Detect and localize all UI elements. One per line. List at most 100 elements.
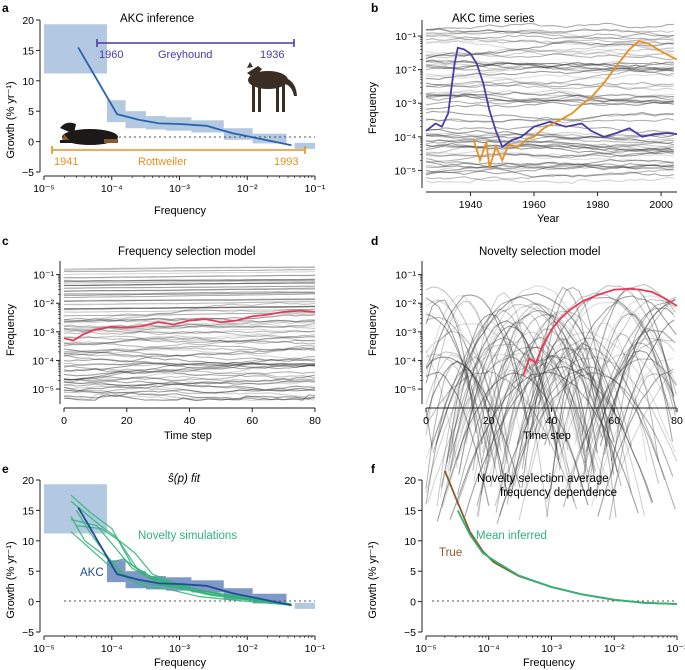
background-series — [440, 337, 562, 488]
background-series — [425, 157, 674, 171]
panel-title-a: AKC inference — [120, 13, 194, 25]
background-series — [63, 292, 315, 296]
background-series — [565, 338, 673, 491]
background-series — [425, 295, 509, 442]
ylabel-a: Growth (% yr⁻¹) — [5, 81, 17, 158]
background-series — [425, 143, 674, 154]
y-tick-label-a: −5 — [22, 167, 34, 179]
inference-bin — [252, 133, 287, 144]
highlight-series-d — [522, 287, 678, 376]
background-series — [64, 300, 316, 306]
background-series — [436, 356, 513, 507]
novelty-simulation-line — [76, 524, 292, 606]
background-series — [496, 372, 674, 524]
background-series — [425, 34, 674, 45]
background-series — [425, 353, 584, 488]
background-series — [456, 346, 597, 495]
background-series — [425, 48, 674, 59]
background-series — [435, 292, 626, 444]
background-series — [425, 167, 674, 178]
background-series — [476, 355, 622, 507]
background-series — [425, 59, 674, 72]
panel-label-c: c — [2, 234, 9, 248]
background-series — [425, 93, 674, 103]
background-series — [63, 375, 316, 384]
background-series — [425, 370, 578, 510]
background-series — [447, 321, 531, 473]
background-series — [425, 28, 674, 38]
panel-d: d Novelty selection model 0 20 40 60 80 10⁻⁵ 1… — [367, 234, 683, 524]
background-series — [550, 342, 615, 491]
background-series — [476, 366, 572, 517]
x-tick-label-c: 40 — [184, 415, 196, 427]
background-series — [63, 291, 315, 295]
background-series — [425, 110, 674, 122]
x-tick-label-a: 10⁻² — [237, 183, 258, 195]
background-series — [494, 356, 678, 507]
background-series — [530, 286, 595, 438]
background-series — [595, 350, 673, 498]
panel-e: e ŝ(p) fit Novelty simulations AKC 10⁻⁵ 1… — [2, 462, 326, 669]
background-series — [425, 33, 674, 41]
panel-a: a AKC inference 1960 Greyhound 1936 1941… — [2, 1, 326, 217]
panel-title-e: ŝ(p) fit — [168, 473, 201, 485]
x-tick-label-c: 80 — [309, 415, 321, 427]
y-tick-label-f: 15 — [404, 505, 416, 517]
background-series — [63, 306, 316, 310]
panel-label-d: d — [371, 234, 378, 248]
background-series — [593, 296, 677, 440]
y-tick-label-f: 20 — [404, 475, 416, 487]
background-series — [599, 297, 676, 438]
background-series — [425, 131, 674, 140]
panel-title-c: Frequency selection model — [118, 246, 255, 258]
panel-label-a: a — [2, 1, 9, 15]
background-series — [425, 149, 674, 158]
inference-bin — [252, 593, 287, 604]
background-series — [425, 294, 527, 421]
background-series — [579, 337, 675, 488]
panel-b-background-series — [425, 22, 674, 185]
background-series — [63, 378, 316, 385]
background-series — [63, 328, 316, 338]
x-tick-label-f: 10⁻¹ — [667, 643, 685, 655]
background-series — [425, 323, 571, 475]
background-series — [425, 30, 674, 45]
background-series — [580, 298, 677, 449]
background-series — [448, 308, 551, 459]
background-series — [425, 297, 484, 445]
background-series — [425, 65, 674, 80]
background-series — [63, 318, 315, 328]
background-series — [482, 303, 590, 454]
y-tick-label-d: 10⁻³ — [395, 327, 416, 339]
background-series — [591, 357, 674, 507]
y-tick-label-a: 5 — [28, 106, 34, 118]
background-series — [63, 317, 316, 323]
background-series — [486, 306, 582, 457]
background-series — [63, 364, 316, 377]
background-series — [425, 98, 674, 106]
background-series — [425, 73, 674, 80]
background-series — [63, 348, 316, 363]
background-series — [425, 150, 674, 163]
panel-f-axes: 10⁻⁵ 10⁻⁴ 10⁻³ 10⁻² 10⁻¹ −5 0 5 10 15 20 — [404, 475, 685, 655]
panel-d-background-series — [425, 283, 678, 524]
panel-b: b AKC time series 1940 1960 1980 2000 10⁻⁵ 10… — [367, 1, 678, 225]
x-tick-label-f: 10⁻⁵ — [415, 643, 437, 655]
background-series — [425, 316, 502, 452]
background-series — [63, 301, 316, 324]
background-series — [425, 134, 674, 147]
background-series — [63, 362, 316, 372]
rottweiler-illustration — [60, 122, 118, 145]
y-tick-label-a: 0 — [28, 137, 34, 149]
background-series — [610, 370, 675, 497]
background-series — [63, 268, 316, 273]
background-series — [425, 330, 509, 464]
y-tick-label-d: 10⁻² — [395, 298, 416, 310]
rottweiler-range: 1941 Rottweiler 1993 — [51, 146, 306, 168]
background-series — [64, 330, 316, 346]
background-series — [425, 151, 674, 164]
legend-true: True — [439, 547, 462, 559]
background-series — [425, 164, 674, 173]
background-series — [425, 78, 674, 91]
